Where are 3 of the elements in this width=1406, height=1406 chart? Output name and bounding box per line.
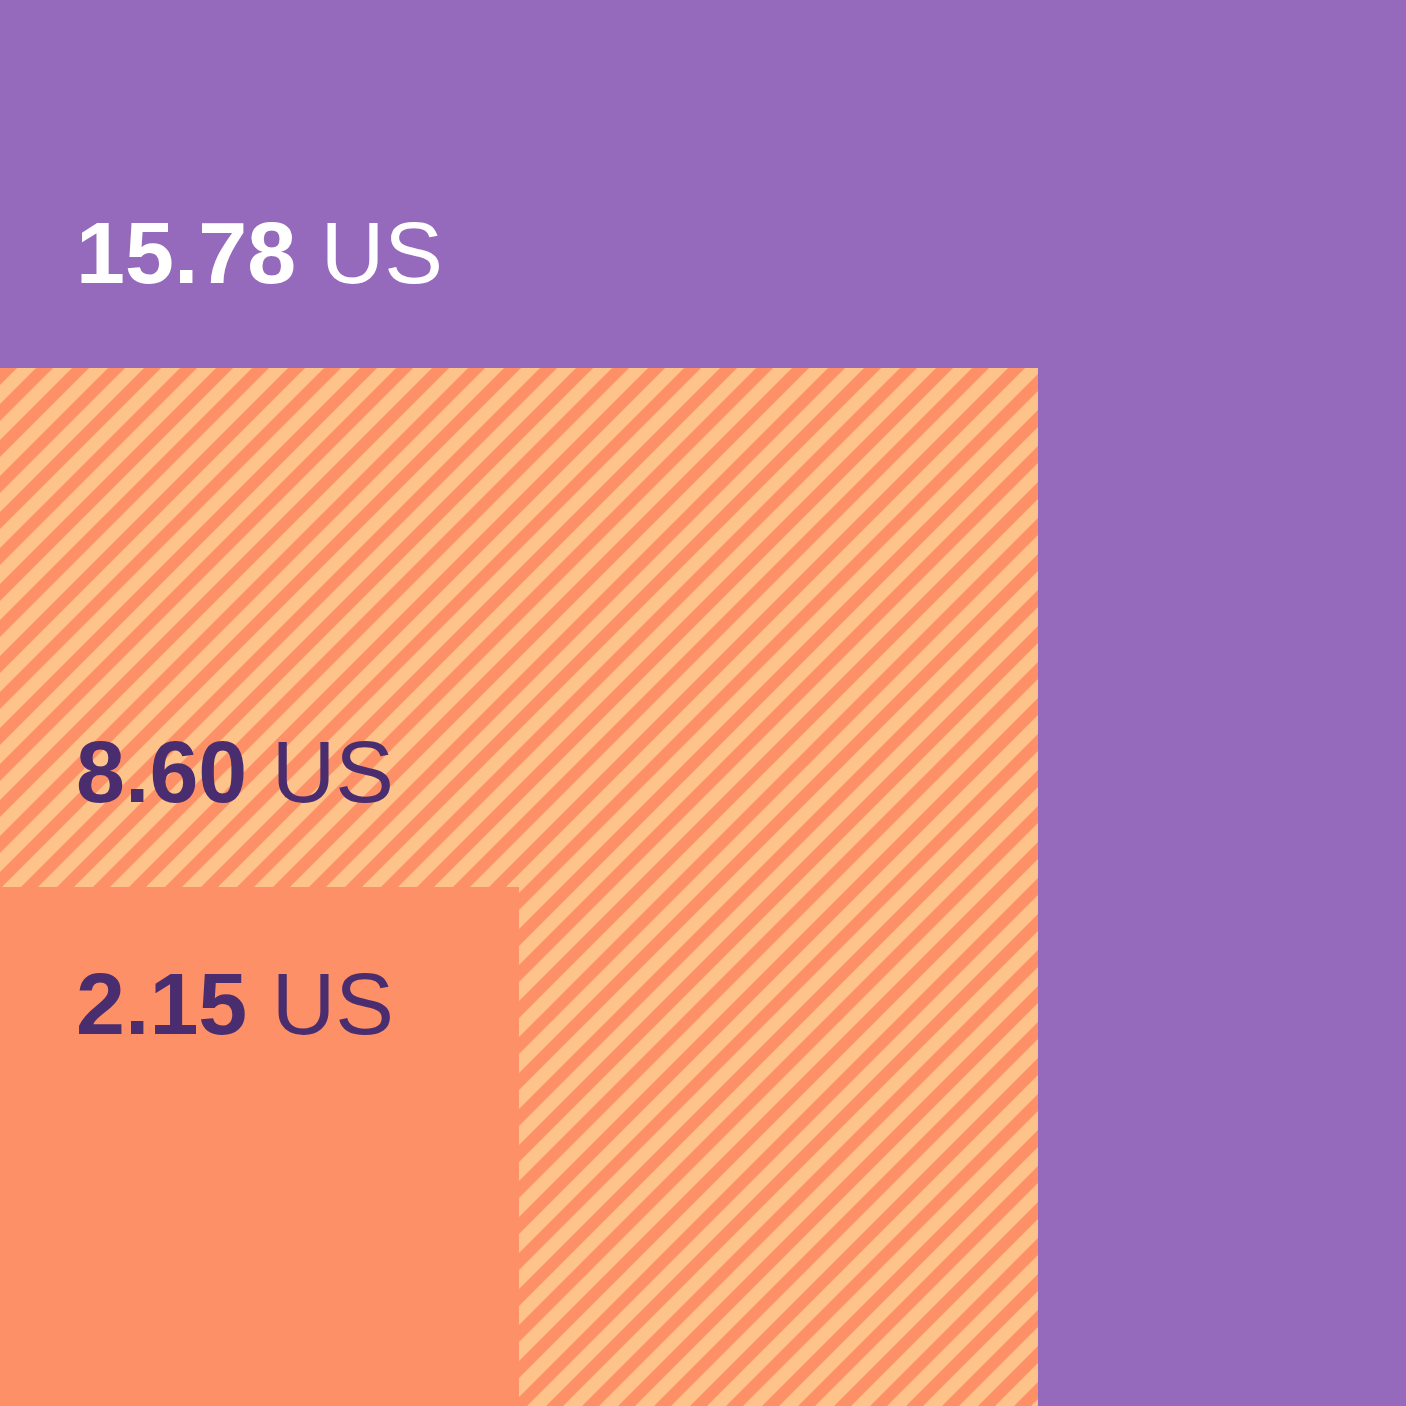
data-label: 2.15 US: [76, 954, 394, 1054]
data-label: 15.78 US: [76, 203, 443, 303]
data-label: 8.60 US: [76, 722, 394, 822]
